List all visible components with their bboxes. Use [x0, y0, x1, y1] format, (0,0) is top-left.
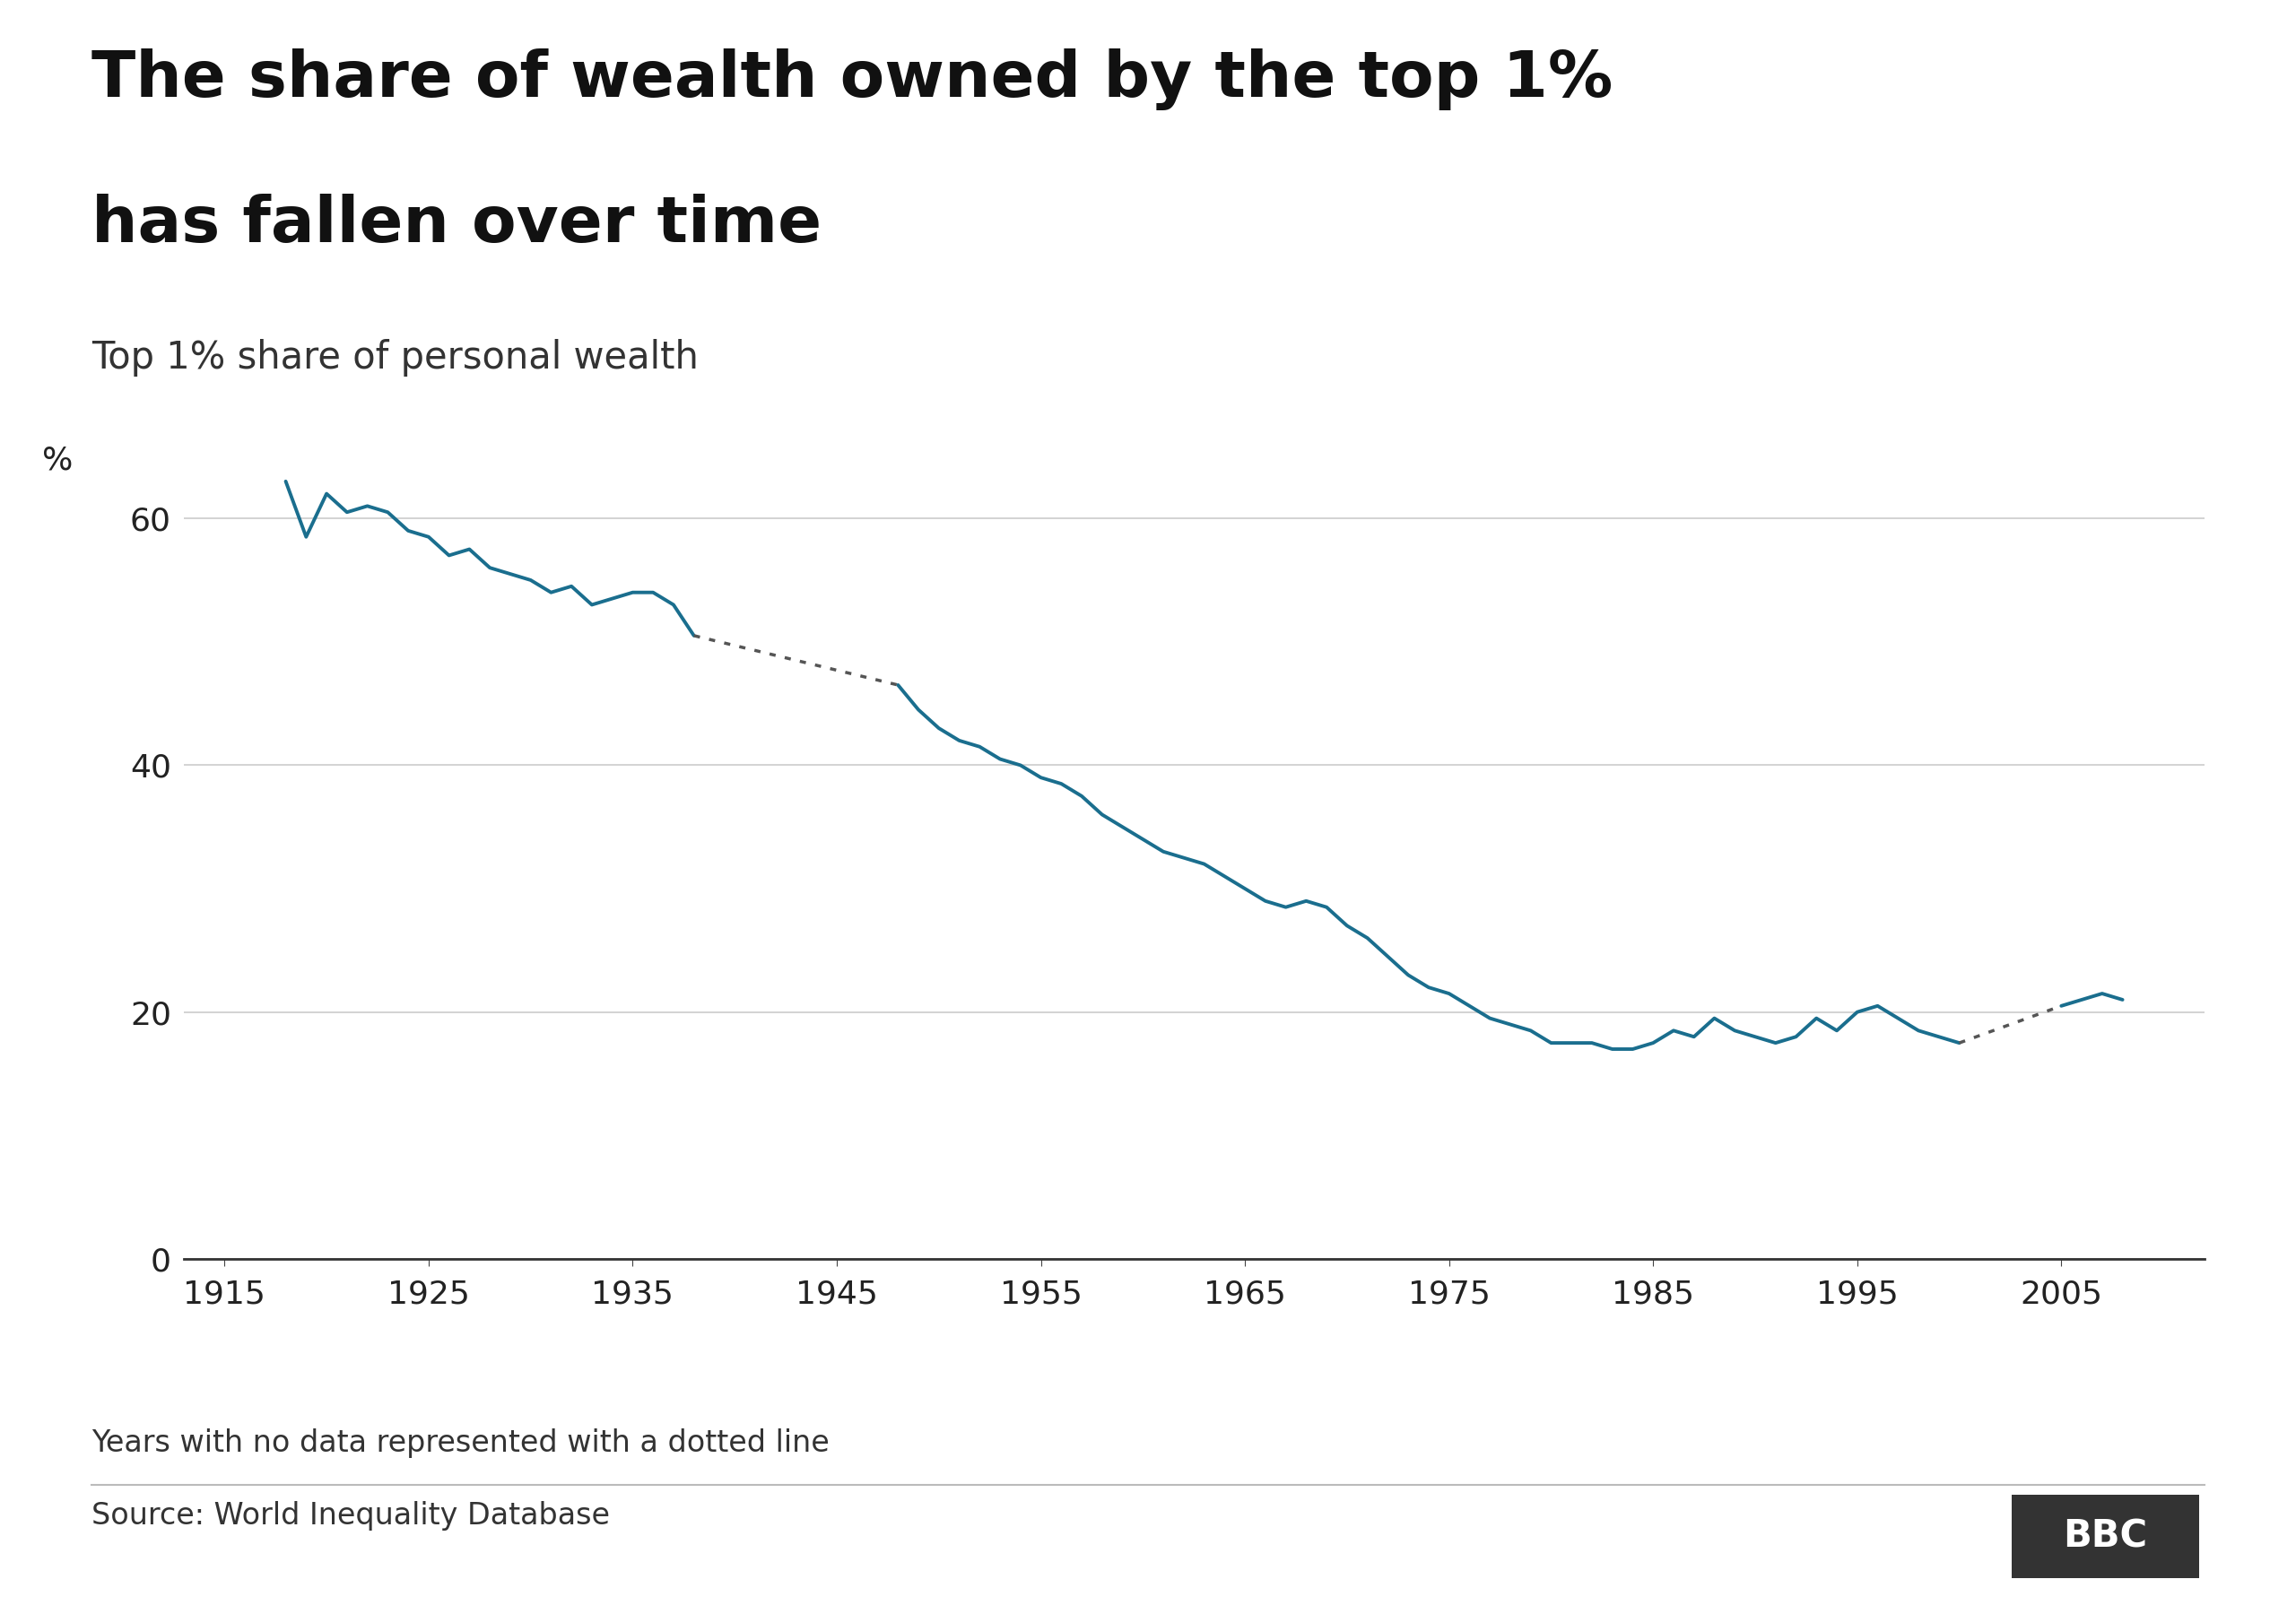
Text: The share of wealth owned by the top 1%: The share of wealth owned by the top 1% [92, 48, 1614, 110]
Text: Top 1% share of personal wealth: Top 1% share of personal wealth [92, 339, 698, 376]
Text: Years with no data represented with a dotted line: Years with no data represented with a do… [92, 1428, 829, 1457]
Text: has fallen over time: has fallen over time [92, 194, 822, 255]
Text: BBC: BBC [2064, 1517, 2147, 1556]
Text: Source: World Inequality Database: Source: World Inequality Database [92, 1501, 611, 1530]
Text: %: % [41, 445, 73, 475]
